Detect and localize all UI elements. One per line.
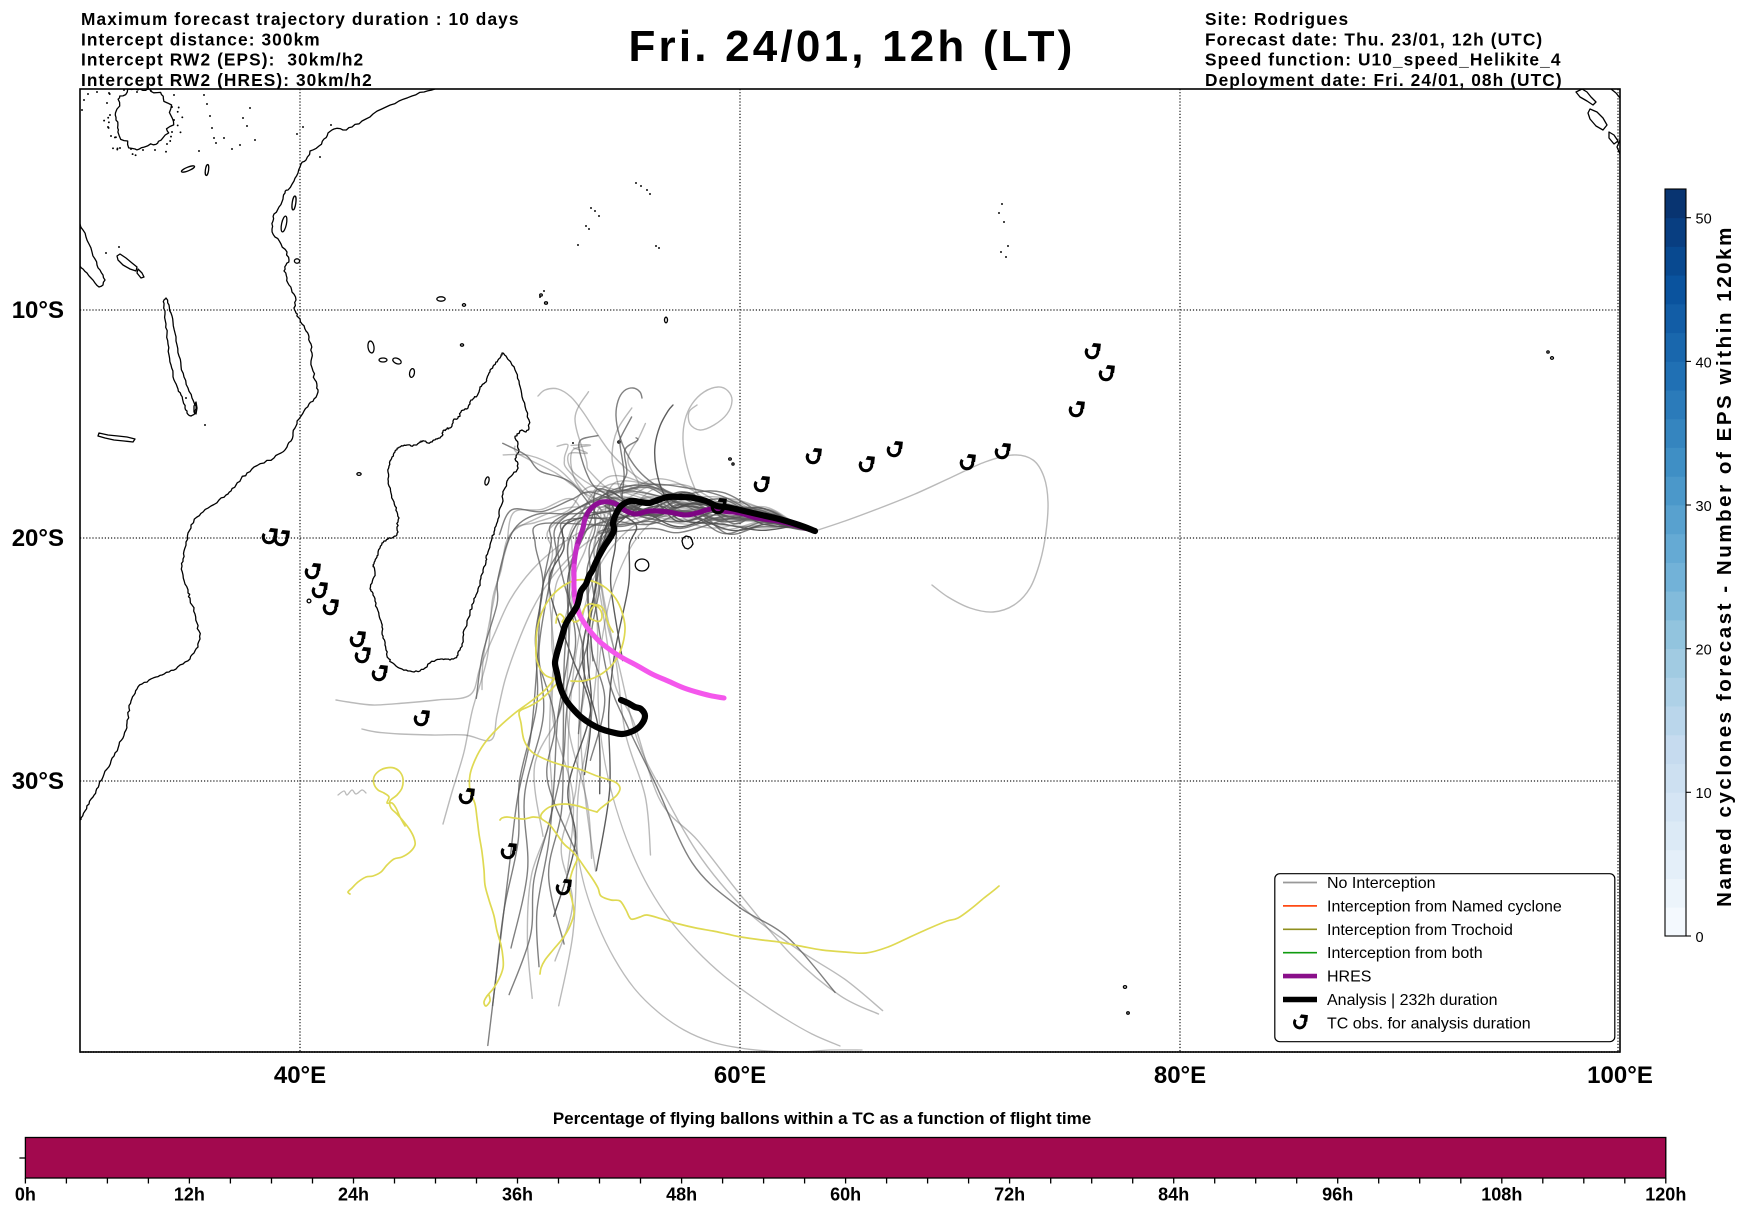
svg-text:Interception from Named cyclon: Interception from Named cyclone xyxy=(1327,898,1562,915)
svg-text:Intercept distance: 300km: Intercept distance: 300km xyxy=(81,29,321,49)
svg-text:10°S: 10°S xyxy=(12,297,64,324)
svg-text:12h: 12h xyxy=(174,1185,205,1205)
svg-text:No Interception: No Interception xyxy=(1327,875,1436,892)
svg-text:50: 50 xyxy=(1696,212,1712,228)
svg-text:48h: 48h xyxy=(666,1185,697,1205)
svg-text:Interception from both: Interception from both xyxy=(1327,945,1483,962)
svg-text:60°E: 60°E xyxy=(714,1062,766,1089)
svg-text:24h: 24h xyxy=(338,1185,369,1205)
svg-text:Interception from Trochoid: Interception from Trochoid xyxy=(1327,922,1513,939)
svg-text:30°S: 30°S xyxy=(12,768,64,795)
svg-text:100°E: 100°E xyxy=(1587,1062,1653,1089)
svg-text:10: 10 xyxy=(1696,786,1712,802)
svg-text:36h: 36h xyxy=(502,1185,533,1205)
svg-text:HRES: HRES xyxy=(1327,969,1371,986)
svg-text:Analysis | 232h duration: Analysis | 232h duration xyxy=(1327,992,1497,1009)
svg-text:108h: 108h xyxy=(1481,1185,1522,1205)
svg-text:0h: 0h xyxy=(15,1185,36,1205)
svg-text:20°S: 20°S xyxy=(12,525,64,552)
svg-text:Named cyclones forecast - Numb: Named cyclones forecast - Number of EPS … xyxy=(1713,225,1736,907)
svg-text:0: 0 xyxy=(1696,930,1704,946)
svg-text:Deployment date: Fri. 24/01, 0: Deployment date: Fri. 24/01, 08h (UTC) xyxy=(1205,70,1563,90)
svg-text:120h: 120h xyxy=(1645,1185,1686,1205)
svg-text:TC obs. for analysis duration: TC obs. for analysis duration xyxy=(1327,1015,1531,1032)
svg-text:20: 20 xyxy=(1696,643,1712,659)
svg-text:30: 30 xyxy=(1696,499,1712,515)
svg-text:Intercept RW2 (EPS): 30km/h2: Intercept RW2 (EPS): 30km/h2 xyxy=(81,50,364,70)
svg-text:96h: 96h xyxy=(1322,1185,1353,1205)
svg-text:Forecast date: Thu. 23/01, 12h: Forecast date: Thu. 23/01, 12h (UTC) xyxy=(1205,29,1543,49)
svg-text:Site: Rodrigues: Site: Rodrigues xyxy=(1205,9,1349,29)
svg-text:Speed function: U10_speed_Heli: Speed function: U10_speed_Helikite_4 xyxy=(1205,50,1562,70)
svg-text:84h: 84h xyxy=(1158,1185,1189,1205)
svg-text:40: 40 xyxy=(1696,355,1712,371)
svg-text:Intercept RW2 (HRES): 30km/h2: Intercept RW2 (HRES): 30km/h2 xyxy=(81,70,373,90)
svg-text:80°E: 80°E xyxy=(1154,1062,1206,1089)
svg-text:Maximum forecast trajectory du: Maximum forecast trajectory duration : 1… xyxy=(81,9,520,29)
svg-text:60h: 60h xyxy=(830,1185,861,1205)
svg-text:Percentage of flying ballons w: Percentage of flying ballons within a TC… xyxy=(553,1109,1091,1128)
svg-text:40°E: 40°E xyxy=(274,1062,326,1089)
svg-text:Fri. 24/01, 12h (LT): Fri. 24/01, 12h (LT) xyxy=(628,22,1075,71)
svg-text:72h: 72h xyxy=(994,1185,1025,1205)
